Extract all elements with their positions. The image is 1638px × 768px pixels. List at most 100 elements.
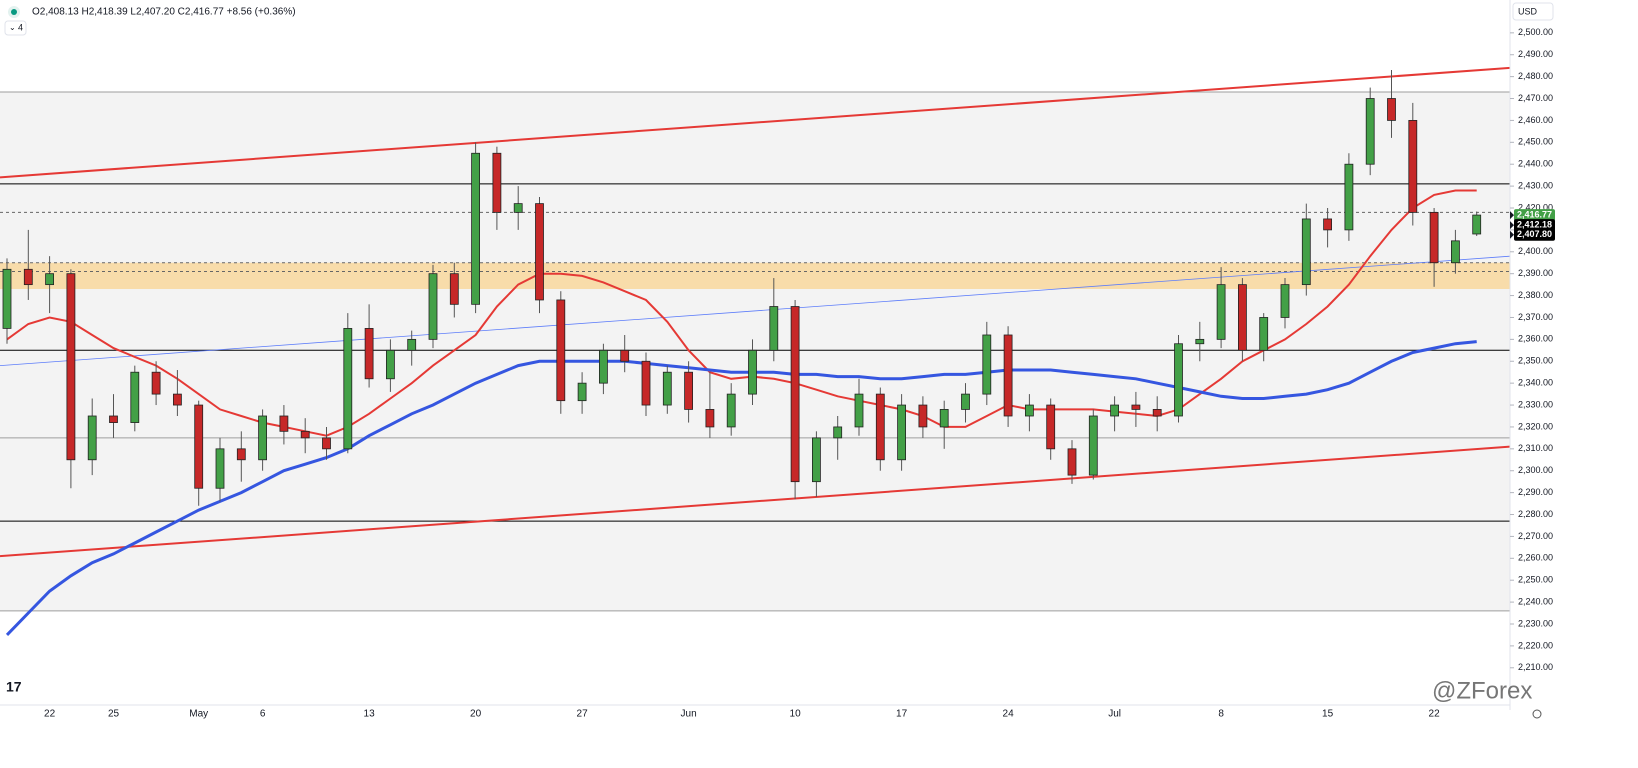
y-tick-label: 2,260.00 — [1518, 553, 1553, 563]
price-badge — [1514, 228, 1555, 241]
candle-body — [279, 415, 289, 432]
x-tick-label: 20 — [470, 709, 482, 720]
y-tick-label: 2,300.00 — [1518, 465, 1553, 475]
candle-body — [1451, 240, 1460, 264]
candle-body — [1259, 317, 1269, 351]
y-tick-label: 2,480.00 — [1518, 71, 1553, 81]
candle-body — [577, 382, 587, 402]
indicator-toggle[interactable] — [4, 20, 27, 36]
moving-average — [5, 340, 1477, 636]
settings-icon[interactable] — [1532, 709, 1542, 719]
candle-body — [812, 437, 821, 483]
candle-body — [322, 437, 331, 450]
candle-body — [1088, 415, 1098, 476]
x-tick-label: Jul — [1108, 709, 1121, 720]
trendline — [0, 445, 1511, 558]
y-tick-label: 2,250.00 — [1518, 575, 1553, 585]
y-tick-label: 2,340.00 — [1518, 378, 1553, 388]
tv-logo: 17 — [6, 679, 22, 695]
candle-body — [151, 371, 161, 395]
candle-body — [726, 393, 736, 428]
x-tick-label: 8 — [1218, 709, 1224, 720]
currency-button[interactable] — [1512, 2, 1554, 21]
candle-body — [939, 409, 949, 428]
candle-body — [300, 430, 310, 439]
candle-body — [684, 371, 693, 410]
y-tick-label: 2,270.00 — [1518, 531, 1553, 541]
y-tick-label: 2,490.00 — [1518, 49, 1553, 59]
candle-body — [492, 152, 502, 213]
x-tick-label: 25 — [108, 709, 120, 720]
price-badge-label: 2,412.18 — [1517, 219, 1552, 229]
price-badge-arrow — [1510, 230, 1514, 239]
y-tick-label: 2,240.00 — [1518, 596, 1553, 606]
candle-body — [87, 415, 97, 461]
candle-body — [1472, 214, 1482, 235]
y-tick-label: 2,500.00 — [1518, 27, 1553, 37]
candle-body — [1387, 98, 1396, 121]
x-tick-label: Jun — [681, 709, 697, 720]
candle-body — [258, 415, 268, 461]
price-badge-label: 2,407.80 — [1517, 229, 1552, 239]
y-tick-label: 2,290.00 — [1518, 487, 1553, 497]
price-badge-label: 2,416.77 — [1517, 209, 1552, 219]
candle-body — [556, 299, 566, 402]
y-tick-label: 2,370.00 — [1518, 312, 1553, 322]
y-tick-label: 2,430.00 — [1518, 180, 1553, 190]
candle-body — [599, 349, 608, 384]
candle-body — [1323, 218, 1332, 231]
candle-body — [1344, 163, 1354, 231]
y-tick-label: 2,310.00 — [1518, 443, 1553, 453]
y-tick-label: 2,350.00 — [1518, 356, 1553, 366]
price-badge-arrow — [1510, 221, 1514, 230]
candle-body — [2, 268, 12, 329]
trendline — [0, 66, 1511, 179]
candle-body — [1195, 338, 1205, 345]
candle-body — [1152, 409, 1162, 417]
price-axis-bg — [1510, 0, 1638, 768]
price-badge — [1514, 219, 1555, 232]
x-tick-label: 22 — [44, 709, 56, 720]
candle-body — [215, 448, 225, 489]
zone — [0, 262, 1510, 290]
x-tick-label: 24 — [1003, 709, 1015, 720]
candle-body — [343, 328, 353, 450]
candle-body — [1429, 211, 1439, 264]
y-tick-label: 2,360.00 — [1518, 334, 1553, 344]
candle-body — [769, 306, 779, 351]
candle-body — [833, 426, 843, 439]
candle-body — [428, 273, 438, 340]
x-tick-label: 10 — [790, 709, 802, 720]
y-tick-label: 2,230.00 — [1518, 618, 1553, 628]
candle-body — [23, 268, 33, 286]
candle-body — [407, 338, 417, 351]
candle-body — [236, 448, 246, 461]
candle-body — [130, 371, 140, 423]
currency: USD — [1518, 6, 1538, 16]
status-dot — [11, 9, 17, 15]
indicator-chevron: ⌄ — [9, 23, 16, 32]
candle-body — [1280, 284, 1290, 318]
candle-body — [364, 328, 374, 380]
y-tick-label: 2,460.00 — [1518, 115, 1553, 125]
x-tick-label: May — [189, 709, 208, 720]
candle-body — [748, 349, 757, 395]
y-tick-label: 2,380.00 — [1518, 290, 1553, 300]
x-tick-label: 27 — [577, 709, 589, 720]
y-tick-label: 2,450.00 — [1518, 137, 1553, 147]
x-tick-label: 17 — [896, 709, 908, 720]
candle-body — [1216, 284, 1226, 340]
indicator-count: 4 — [18, 22, 23, 32]
candle-body — [641, 360, 651, 406]
y-tick-label: 2,390.00 — [1518, 268, 1553, 278]
candle-body — [45, 273, 54, 286]
y-tick-label: 2,420.00 — [1518, 202, 1553, 212]
y-tick-label: 2,330.00 — [1518, 399, 1553, 409]
candle-body — [961, 393, 970, 410]
candle-body — [513, 203, 523, 213]
candle-body — [897, 404, 906, 461]
candle-body — [471, 152, 481, 305]
candle-body — [854, 393, 864, 428]
candle-body — [1110, 404, 1119, 417]
